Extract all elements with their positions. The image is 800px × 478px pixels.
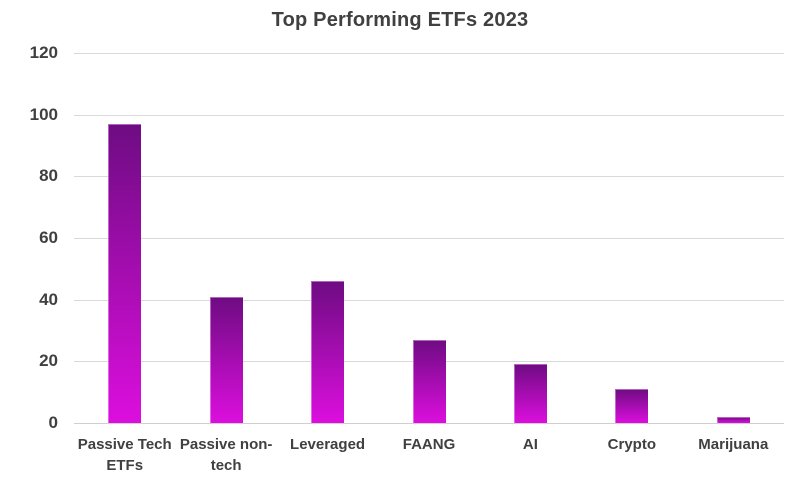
x-axis-label-passive-non-tech: Passive non- tech [179,436,273,474]
x-axis-label-crypto: Crypto [607,436,657,453]
bar-faang [412,339,446,423]
y-tick-label-20: 20 [39,351,58,371]
bar-marijuana [716,416,750,423]
y-tick-label-100: 100 [29,104,58,124]
y-tick-label-60: 60 [39,228,58,247]
gridline-100 [74,114,784,116]
y-tick-label-40: 40 [39,289,58,309]
x-axis-label-faang: FAANG [402,436,456,453]
gridline-40 [74,299,784,301]
gridline-0 [74,423,784,424]
gridline-60 [74,238,784,239]
x-axis-label-ai: AI [522,436,538,453]
gridline-80 [74,176,784,178]
chart-title: Top Performing ETFs 2023 [271,9,529,31]
bar-passive-non-tech [209,296,243,423]
y-tick-label-120: 120 [29,43,58,62]
gridline-120 [74,53,784,54]
x-axis-label-marijuana: Marijuana [698,436,769,453]
bar-ai [513,364,547,423]
y-tick-label-80: 80 [39,166,58,186]
x-axis-label-passive-tech-etfs: Passive Tech ETFs [77,436,172,474]
y-tick-label-0: 0 [48,413,58,432]
bar-leveraged [311,281,345,423]
bar-passive-tech-etfs [108,123,142,423]
plot-area [74,53,784,424]
x-axis-label-leveraged: Leveraged [290,436,366,453]
bar-crypto [615,389,649,423]
